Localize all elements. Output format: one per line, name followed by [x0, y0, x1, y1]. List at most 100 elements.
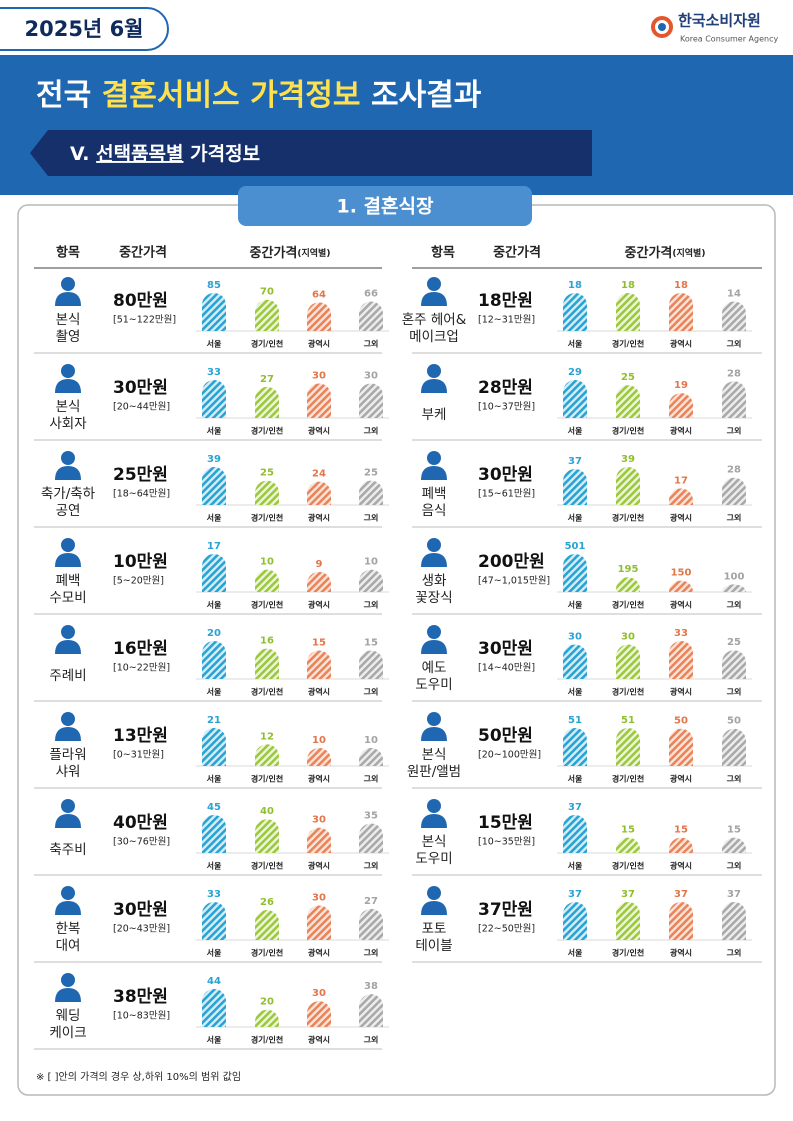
item-median: 37만원: [478, 900, 533, 920]
region-bar: [722, 902, 746, 940]
bar-value: 27: [364, 896, 378, 907]
item-median: 25만원: [113, 465, 168, 485]
bar-value: 501: [565, 541, 586, 552]
region-bar: [307, 905, 331, 940]
region-label: 광역시: [308, 600, 330, 610]
region-bar: [359, 383, 383, 418]
item-icon-head: [61, 625, 75, 639]
bar-value: 28: [727, 465, 741, 476]
region-label: 서울: [207, 339, 222, 349]
org-name: 한국소비자원: [678, 12, 761, 30]
item-name: 포토: [422, 921, 447, 937]
region-label: 서울: [207, 687, 222, 697]
item-name: 본식: [422, 834, 447, 850]
item-name: 음식: [422, 503, 447, 519]
item-median: 30만원: [113, 378, 168, 398]
item-icon-body: [55, 814, 81, 828]
region-bar: [722, 477, 746, 505]
bar-value: 25: [621, 372, 635, 383]
section-title: V. 선택품목별 가격정보: [70, 143, 260, 165]
item-icon-body: [55, 553, 81, 567]
bar-value: 37: [674, 889, 688, 900]
region-bar: [307, 481, 331, 505]
region-bar: [255, 648, 279, 679]
title: 전국 결혼서비스 가격정보 조사결과: [36, 78, 482, 113]
item-name: 도우미: [415, 677, 452, 693]
bar-value: 18: [674, 280, 688, 291]
region-label: 서울: [568, 861, 583, 871]
item-icon-head: [61, 451, 75, 465]
item-icon-body: [421, 379, 447, 393]
region-label: 그외: [364, 687, 379, 697]
region-bar: [669, 293, 693, 331]
item-name: 대여: [56, 938, 81, 954]
region-bar: [669, 728, 693, 766]
region-bar: [255, 569, 279, 592]
region-bar: [202, 554, 226, 592]
region-bar: [202, 989, 226, 1027]
bar-value: 18: [568, 280, 582, 291]
bar-value: 18: [621, 280, 635, 291]
item-median: 18만원: [478, 291, 533, 311]
item-range: [20~43만원]: [113, 924, 170, 935]
region-label: 서울: [207, 948, 222, 958]
region-label: 그외: [364, 600, 379, 610]
bar-value: 12: [260, 731, 274, 742]
region-bar: [616, 385, 640, 418]
region-bar: [307, 1001, 331, 1027]
item-median: 200만원: [478, 552, 545, 572]
region-label: 서울: [568, 513, 583, 523]
region-bar: [255, 1009, 279, 1027]
region-label: 경기/인천: [612, 339, 644, 349]
col-header-median: 중간가격: [493, 245, 541, 261]
item-icon-head: [61, 886, 75, 900]
bar-value: 150: [671, 568, 692, 579]
region-label: 서울: [207, 774, 222, 784]
bar-value: 50: [674, 716, 688, 727]
region-label: 서울: [568, 948, 583, 958]
region-label: 그외: [364, 513, 379, 523]
bar-value: 44: [207, 976, 221, 987]
bar-value: 15: [621, 825, 635, 836]
region-bar: [202, 728, 226, 766]
region-bar: [669, 837, 693, 853]
region-bar: [307, 747, 331, 766]
item-icon-head: [427, 799, 441, 813]
region-bar: [722, 301, 746, 331]
bar-value: 85: [207, 280, 221, 291]
logo-dot: [658, 23, 666, 31]
item-range: [12~31만원]: [478, 315, 535, 326]
region-label: 그외: [364, 426, 379, 436]
bar-value: 40: [260, 806, 274, 817]
region-label: 광역시: [308, 339, 330, 349]
item-icon-head: [61, 538, 75, 552]
bar-value: 30: [312, 815, 326, 826]
region-bar: [359, 823, 383, 853]
item-icon-head: [427, 451, 441, 465]
section-bar: [30, 130, 592, 176]
item-name: 본식: [56, 312, 81, 328]
region-bar: [255, 819, 279, 853]
item-range: [22~50만원]: [478, 924, 535, 935]
regional-note: (지역별): [297, 247, 330, 259]
region-bar: [359, 301, 383, 331]
item-name: 한복: [56, 921, 81, 937]
region-label: 경기/인천: [251, 426, 283, 436]
item-range: [15~61만원]: [478, 489, 535, 500]
item-range: [0~31만원]: [113, 750, 164, 761]
region-label: 그외: [727, 513, 742, 523]
item-name: 폐백: [56, 573, 81, 589]
item-icon-body: [55, 901, 81, 915]
item-icon-head: [61, 364, 75, 378]
region-bar: [616, 467, 640, 505]
item-range: [30~76만원]: [113, 837, 170, 848]
item-median: 28만원: [478, 378, 533, 398]
item-icon-head: [61, 973, 75, 987]
bar-value: 17: [207, 541, 221, 552]
bar-value: 10: [364, 735, 378, 746]
item-icon-body: [55, 379, 81, 393]
bar-value: 30: [568, 631, 582, 642]
region-bar: [202, 641, 226, 679]
region-bar: [307, 302, 331, 331]
region-bar: [202, 902, 226, 940]
